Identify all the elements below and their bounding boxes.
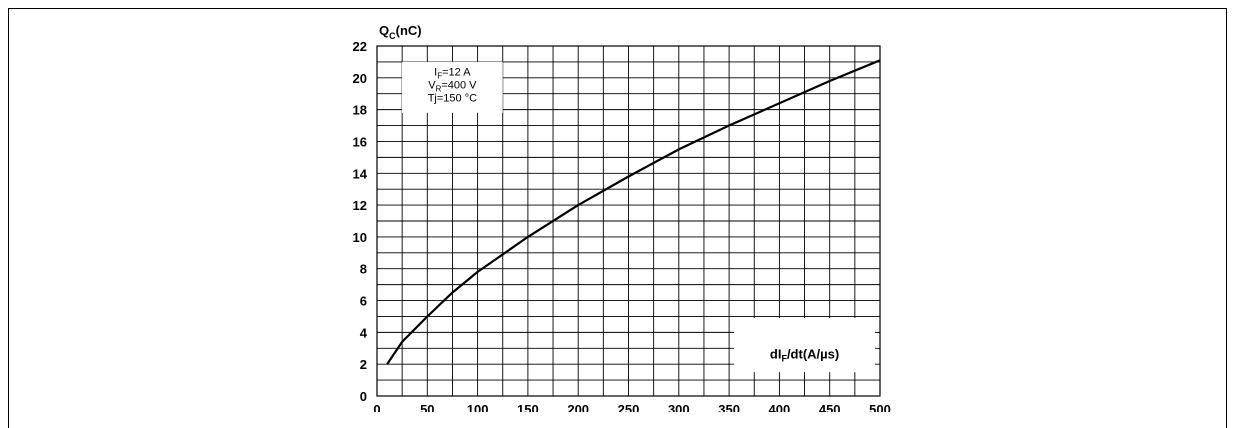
y-tick-label: 12	[353, 198, 367, 213]
x-tick-label: 200	[567, 402, 589, 412]
y-tick-label: 16	[353, 134, 367, 149]
condition-label: Tj=150 °C	[428, 92, 477, 104]
y-tick-label: 4	[360, 325, 368, 340]
x-axis-label-box	[734, 318, 875, 373]
y-tick-label: 10	[353, 230, 367, 245]
x-axis-label: dIF/dt(A/µs)	[770, 347, 839, 364]
x-tick-label: 0	[373, 402, 380, 412]
y-tick-label: 14	[353, 166, 368, 181]
x-tick-label: 50	[420, 402, 434, 412]
x-tick-label: 250	[618, 402, 640, 412]
x-tick-label: 100	[467, 402, 489, 412]
condition-label: IF=12 A	[434, 66, 471, 80]
y-tick-label: 0	[360, 389, 367, 404]
y-tick-label: 8	[360, 262, 367, 277]
qc-vs-dif-dt-chart: 0 2 4 6 8 10 12 14 16 18 20 22 0 50 100 150 200 250 300 350…	[353, 23, 891, 412]
figure-frame	[8, 8, 1227, 428]
qc-curve	[386, 59, 881, 365]
y-axis-label: QC(nC)	[379, 23, 422, 41]
x-tick-label: 150	[517, 402, 539, 412]
conditions-box	[402, 61, 503, 113]
y-tick-label: 6	[360, 294, 367, 309]
y-tick-label: 20	[353, 71, 367, 86]
y-tick-label: 22	[353, 39, 367, 54]
x-tick-label: 300	[668, 402, 690, 412]
y-tick-label: 2	[360, 357, 367, 372]
x-tick-label: 350	[718, 402, 740, 412]
x-tick-label: 500	[869, 402, 891, 412]
plot-area-border	[376, 45, 881, 397]
x-tick-label: 400	[769, 402, 791, 412]
x-tick-label: 450	[819, 402, 841, 412]
y-tick-label: 18	[353, 103, 367, 118]
condition-label: VR=400 V	[428, 79, 477, 93]
